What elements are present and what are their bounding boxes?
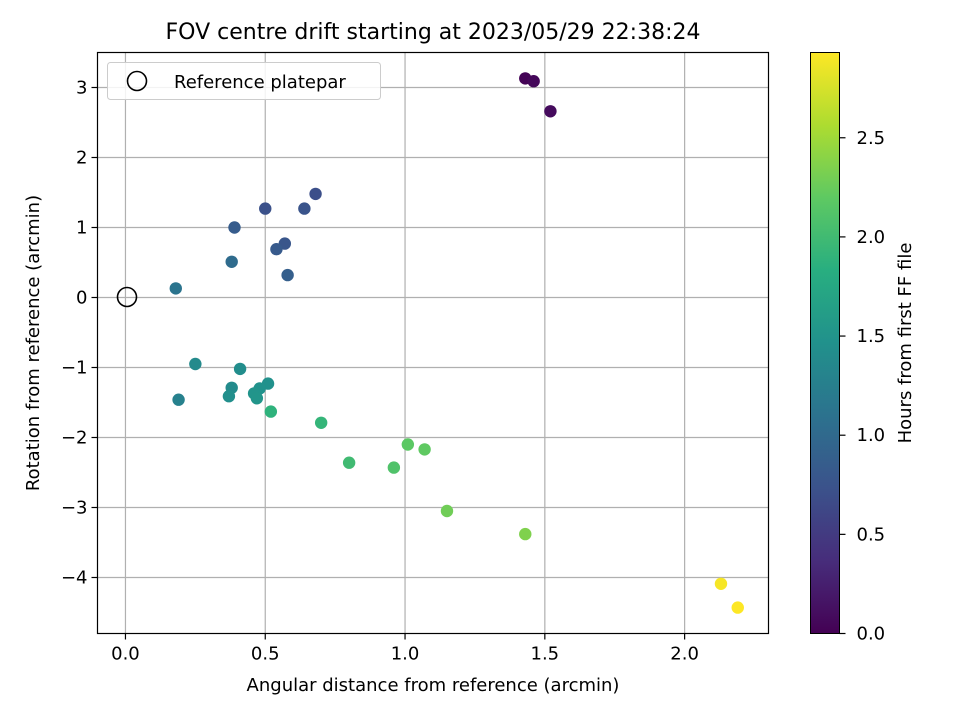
colorbar-tick-label: 1.0 xyxy=(857,425,886,446)
scatter-point xyxy=(169,282,182,295)
x-tick-label: 2.0 xyxy=(670,644,699,665)
legend: Reference platepar xyxy=(107,62,381,100)
scatter-point xyxy=(544,105,557,118)
scatter-point xyxy=(259,202,272,215)
y-axis-ticks: −4 −3 −2 −1 0 1 2 3 xyxy=(61,78,98,589)
colorbar-ticks: 0.0 0.5 1.0 1.5 2.0 2.5 xyxy=(839,128,886,645)
x-tick-label: 0.5 xyxy=(251,644,280,665)
scatter-point xyxy=(264,405,278,418)
legend-box xyxy=(107,62,381,100)
y-tick-label: 2 xyxy=(76,148,87,169)
x-tick-label: 1.5 xyxy=(531,644,560,665)
legend-open-circle-marker xyxy=(126,70,148,92)
grid xyxy=(97,52,769,634)
scatter-point xyxy=(387,461,401,474)
x-tick-label: 0.0 xyxy=(111,644,140,665)
y-tick-label: 1 xyxy=(76,218,87,239)
colorbar-tick-label: 0.0 xyxy=(857,624,886,645)
plot-frame xyxy=(96,51,770,635)
scatter-point xyxy=(228,221,241,234)
scatter-point xyxy=(527,75,540,88)
scatter-point xyxy=(519,527,532,541)
scatter-point xyxy=(309,187,322,201)
scatter-point xyxy=(401,438,415,451)
scatter-point xyxy=(250,392,264,405)
y-tick-label: −1 xyxy=(61,358,88,379)
scatter-point xyxy=(298,202,311,215)
scatter-point xyxy=(172,393,185,406)
legend-entry-label: Reference platepar xyxy=(174,72,346,93)
y-tick-label: −4 xyxy=(61,568,88,589)
y-tick-label: 3 xyxy=(76,78,87,99)
x-tick-label: 1.0 xyxy=(391,644,420,665)
scatter-point xyxy=(731,601,744,614)
scatter-point xyxy=(418,443,431,456)
chart-title: FOV centre drift starting at 2023/05/29 … xyxy=(166,20,701,45)
data-points xyxy=(169,72,744,614)
x-axis-label: Angular distance from reference (arcmin) xyxy=(247,675,620,696)
colorbar-tick-label: 1.5 xyxy=(857,326,886,347)
scatter-point xyxy=(189,357,202,371)
reference-platepar-marker xyxy=(116,286,138,308)
x-axis-ticks: 0.0 0.5 1.0 1.5 2.0 xyxy=(111,633,699,665)
scatter-point xyxy=(314,416,328,429)
scatter-point xyxy=(281,268,294,282)
colorbar-tick-label: 2.0 xyxy=(857,227,886,248)
y-tick-label: −3 xyxy=(61,498,88,519)
scatter-point xyxy=(342,456,356,469)
scatter-point xyxy=(270,243,283,256)
colorbar-tick-label: 2.5 xyxy=(857,128,886,149)
y-tick-label: 0 xyxy=(76,288,87,309)
scatter-point xyxy=(225,255,238,268)
scatter-point xyxy=(440,504,454,518)
colorbar xyxy=(810,52,840,634)
scatter-point xyxy=(233,362,247,376)
scatter-point xyxy=(714,577,728,590)
scatter-point xyxy=(222,390,236,403)
colorbar-label: Hours from first FF file xyxy=(895,243,916,444)
colorbar-tick-label: 0.5 xyxy=(857,524,886,545)
y-tick-label: −2 xyxy=(61,428,88,449)
y-axis-label: Rotation from reference (arcmin) xyxy=(23,195,44,491)
